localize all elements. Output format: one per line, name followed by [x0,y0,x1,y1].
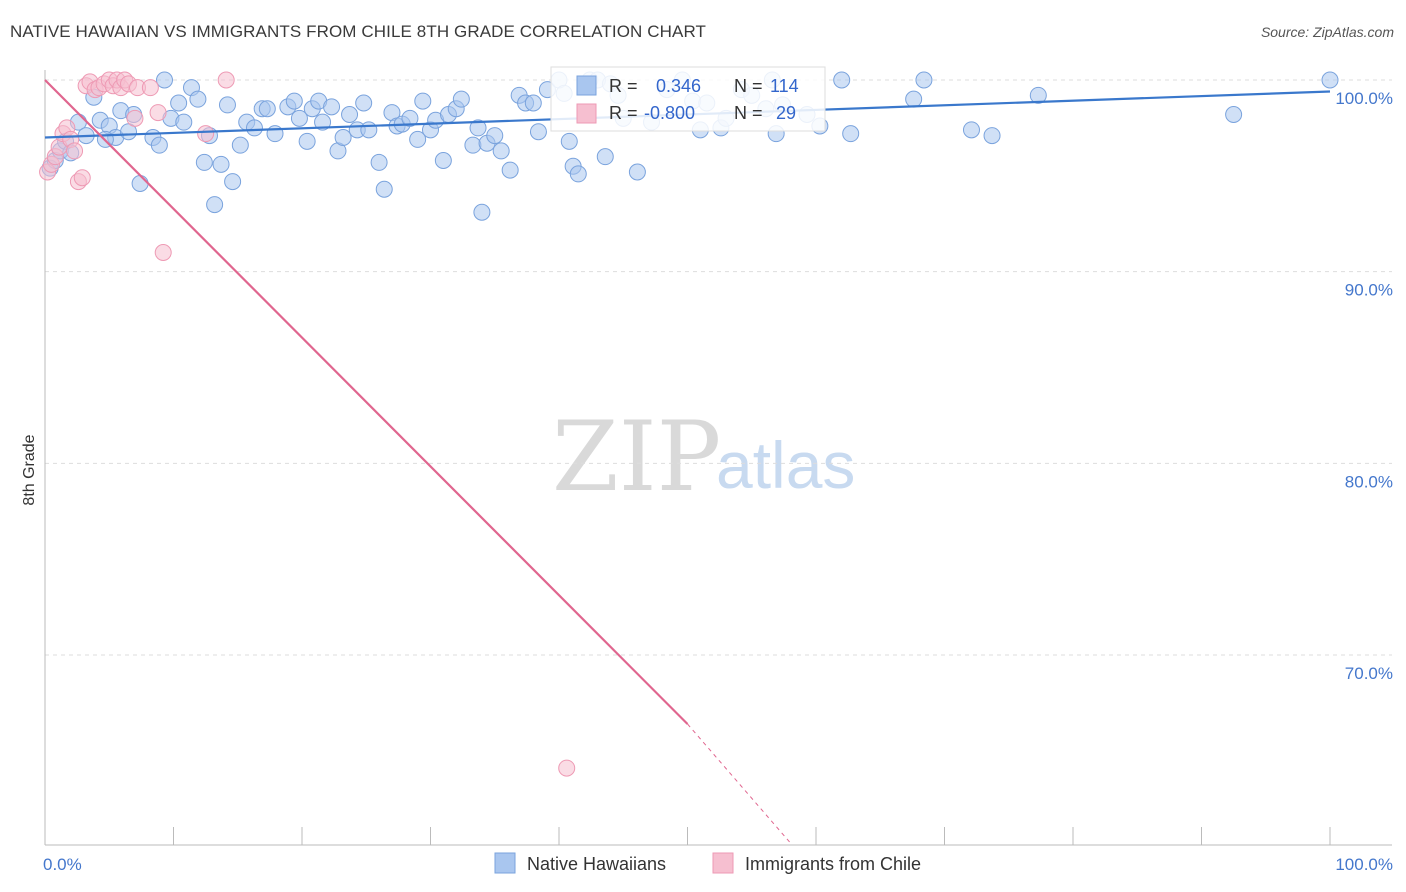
stats-pink-r-label: R = [609,103,638,123]
chile-point [126,109,144,127]
y-tick-label: 70.0% [1345,664,1393,683]
y-tick-label: 80.0% [1345,472,1393,491]
native-hawaiian-point [414,92,432,110]
native-hawaiian-point [486,127,504,145]
bottom-legend: Native Hawaiians Immigrants from Chile [494,852,921,874]
legend-pink-swatch [712,852,734,874]
native-hawaiian-point [224,173,242,191]
chile-point [73,169,91,187]
native-hawaiian-point [314,113,332,131]
chile-immigrants-points [39,71,576,777]
native-hawaiian-point [529,123,547,141]
stats-legend: R = 0.346 N = 114 R = -0.800 N = 29 [550,66,826,132]
watermark-atlas: atlas [716,428,855,502]
native-hawaiian-point [915,71,933,89]
native-hawaiian-point [842,125,860,143]
native-hawaiian-point [469,119,487,137]
native-hawaiian-point [375,180,393,198]
chile-trendline-extension [687,723,791,844]
stats-pink-r-value: -0.800 [644,103,695,123]
stats-legend-box [550,66,826,132]
native-hawaiian-point [355,94,373,112]
native-hawaiian-point [175,113,193,131]
chile-trendline [44,79,689,725]
native-hawaiian-point [434,152,452,169]
native-hawaiian-point [360,121,378,139]
native-hawaiian-point [189,90,207,108]
legend-blue-swatch [494,852,516,874]
native-hawaiian-point [492,142,510,160]
legend-immigrants-chile: Immigrants from Chile [745,854,921,874]
chile-point [141,79,159,97]
chile-point [154,244,172,261]
native-hawaiian-point [195,153,213,171]
y-axis-label: 8th Grade [21,434,38,505]
native-hawaiian-point [905,90,923,108]
native-hawaiian-point [323,98,341,116]
chile-point [149,104,167,122]
native-hawaiian-point [452,90,470,108]
chile-point [558,759,576,777]
chile-point [217,71,235,89]
native-hawaiian-point [409,130,427,148]
native-hawaiian-point [290,109,308,127]
stats-blue-swatch [576,75,597,96]
native-hawaiian-point [150,136,168,154]
x-tick-label: 0.0% [43,855,82,874]
native-hawaiian-point [258,100,276,118]
native-hawaiian-point [596,148,614,166]
native-hawaiian-point [524,94,542,112]
native-hawaiian-point [983,127,1001,145]
native-hawaiian-point [473,203,491,221]
native-hawaiian-point [206,196,224,214]
native-hawaiian-point [833,71,851,89]
watermark: ZIP atlas [552,401,855,513]
native-hawaiian-point [560,132,578,150]
x-tick-label: 100.0% [1335,855,1393,874]
native-hawaiian-point [628,163,646,181]
y-tick-label: 100.0% [1335,89,1393,108]
chile-point [66,142,84,160]
y-tick-label: 90.0% [1345,281,1393,300]
native-hawaiian-point [962,121,980,139]
native-hawaiian-point [341,106,359,123]
native-hawaiian-point [170,94,188,112]
native-hawaiian-point [218,96,236,114]
tick-labels: 100.0% 90.0% 80.0% 70.0% 0.0% 100.0% [43,89,1393,874]
stats-blue-r-value: 0.346 [656,76,701,96]
native-hawaiian-point [212,155,230,173]
native-hawaiian-point [1225,106,1243,123]
stats-blue-n-label: N = [734,76,763,96]
stats-blue-n-value: 114 [770,76,799,96]
native-hawaiian-point [401,109,419,127]
stats-pink-n-value: 29 [776,103,796,123]
native-hawaiian-point [501,161,519,179]
legend-native-hawaiians: Native Hawaiians [527,854,666,874]
native-hawaiian-point [1029,86,1047,104]
native-hawaiian-point [245,119,263,137]
source-credit: Source: ZipAtlas.com [1260,24,1394,40]
native-hawaiian-point [156,71,174,89]
native-hawaiian-point [334,129,352,146]
axes [44,70,1392,846]
native-hawaiian-point [464,136,482,154]
chile-point [197,125,215,143]
gridlines [45,79,1392,656]
native-hawaiian-point [569,165,587,183]
watermark-zip: ZIP [552,401,721,513]
native-hawaiian-point [1321,71,1339,89]
native-hawaiian-point [231,136,249,154]
stats-pink-n-label: N = [734,103,763,123]
stats-pink-swatch [576,103,597,124]
native-hawaiian-point [298,132,316,150]
stats-blue-r-label: R = [609,76,638,96]
native-hawaiian-point [131,175,149,192]
chart-title: NATIVE HAWAIIAN VS IMMIGRANTS FROM CHILE… [10,22,706,41]
native-hawaiian-point [285,92,303,110]
native-hawaiian-point [370,153,388,171]
